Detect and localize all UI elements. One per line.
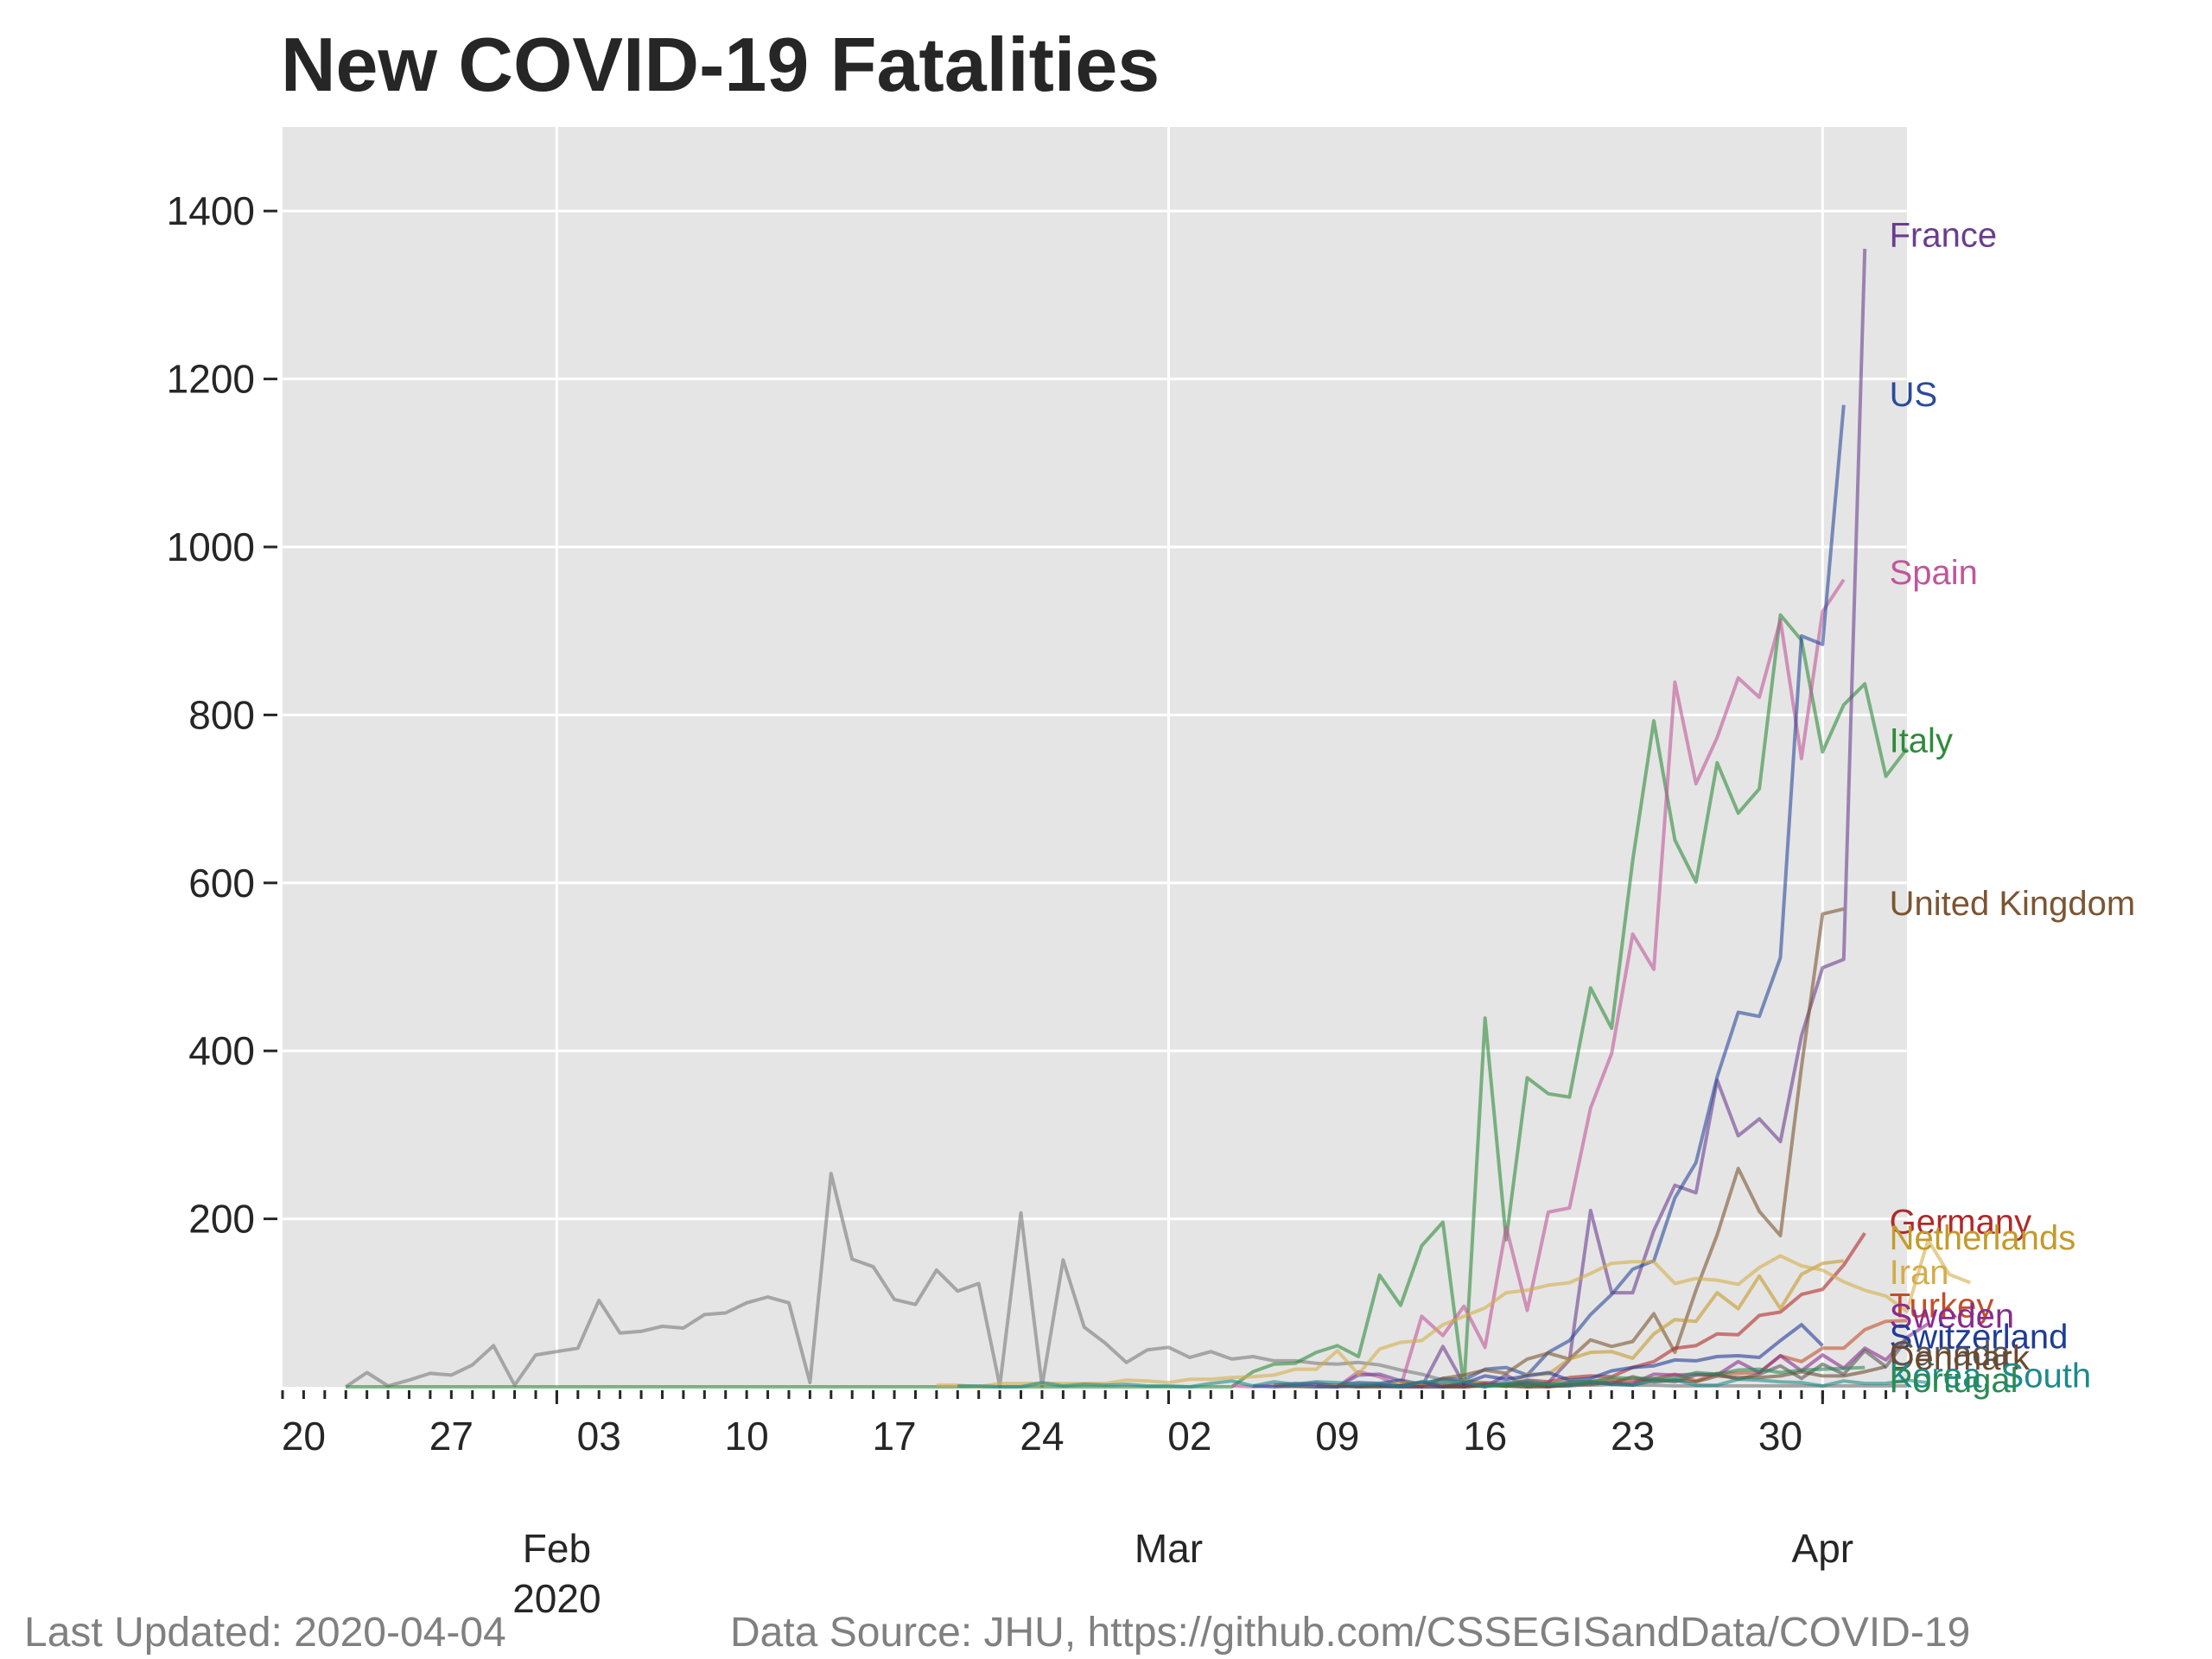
series-label-italy: Italy [1890,722,1953,760]
series-line-portugal [1484,1365,1866,1388]
x-tick-label: 02 [1167,1414,1211,1459]
series-label-canada: Canada [1890,1335,2012,1373]
x-month-label: Feb [523,1526,591,1571]
series-line-italy [346,613,1909,1389]
x-tick-label: 16 [1463,1414,1507,1459]
x-tick-label: 09 [1315,1414,1359,1459]
y-tick-label: 400 [188,1028,255,1073]
last-updated-text: Last Updated: 2020-04-04 [24,1610,506,1656]
axes: 200 400 600 800 1000 1200 1400 Feb 2020 Mar Apr 20 2… [167,188,1909,1621]
y-tick-label: 1400 [167,188,255,233]
grid-lines [283,127,1907,1387]
x-tick-label: 10 [725,1414,769,1459]
x-tick-label: 20 [282,1414,326,1459]
series-labels: Italy Spain France US United Kingdom GermanyN… [1890,216,2136,1400]
series-label-germany: Germany [1890,1204,2032,1242]
series-line-united-kingdom [1358,906,1845,1389]
series-label-us: US [1890,376,1938,414]
series-line-china [345,1172,1907,1389]
series-label-turkey: Turkey [1890,1287,1994,1325]
series-line-korea-south [957,1377,1929,1389]
series-label-netherlands: Netherlands [1890,1219,2076,1257]
x-month-label: Mar [1135,1526,1203,1571]
x-tick-label: 30 [1758,1414,1802,1459]
series-lines [345,248,1971,1389]
series-label-france: France [1890,216,1998,254]
y-tick-label: 1200 [167,357,255,402]
series-label-sweden: Sweden [1890,1297,2015,1335]
chart-title: New COVID-19 Fatalities [281,22,1160,107]
series-line-iran [936,1237,1971,1389]
data-source-text: Data Source: JHU, https://github.com/CSS… [730,1610,1970,1656]
series-label-korea-south: Korea, South [1890,1357,2092,1395]
series-label-spain: Spain [1890,554,1978,592]
x-tick-label: 03 [577,1414,621,1459]
x-tick-label: 24 [1020,1414,1064,1459]
x-year-label: 2020 [512,1576,601,1621]
series-label-denmark: Denmark [1890,1339,2031,1377]
x-tick-label: 17 [872,1414,916,1459]
x-tick-label: 27 [429,1414,474,1459]
series-label-portugal: Portugal [1890,1362,2018,1400]
y-tick-label: 1000 [167,524,255,569]
y-tick-label: 200 [188,1197,255,1242]
y-tick-label: 600 [188,861,255,906]
y-tick-label: 800 [188,692,255,737]
x-tick-label: 23 [1611,1414,1655,1459]
series-label-united-kingdom: United Kingdom [1890,885,2136,923]
plot-area [283,127,1907,1387]
series-label-switzerland: Switzerland [1890,1319,2069,1357]
x-month-label: Apr [1792,1526,1854,1571]
series-label-iran: Iran [1890,1254,1949,1292]
